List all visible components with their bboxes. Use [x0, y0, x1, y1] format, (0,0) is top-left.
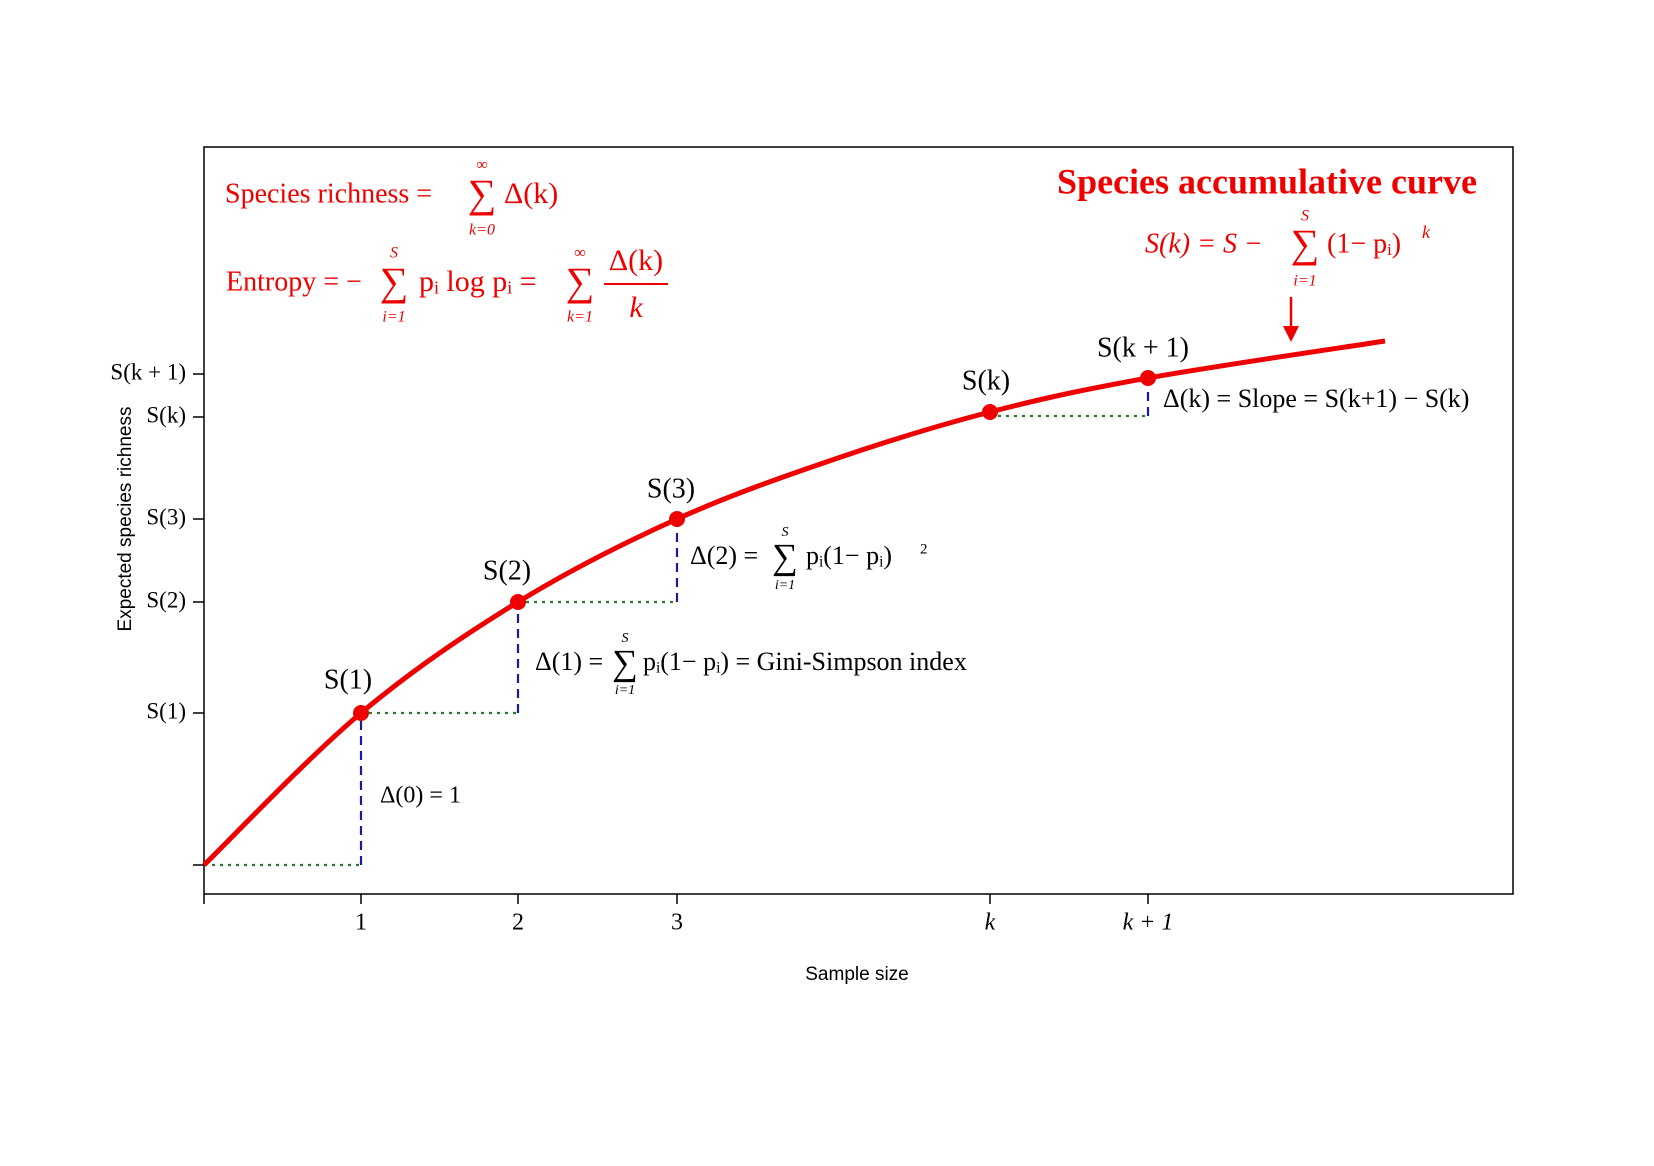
y-tick-label: S(2): [146, 587, 186, 612]
formula-limit: S: [782, 525, 789, 540]
formula-sum: ∑: [1291, 221, 1320, 266]
formula: 2: [920, 541, 928, 557]
point: [510, 594, 526, 610]
x-tick-label: 3: [671, 910, 683, 936]
point-label: S(k): [962, 365, 1010, 396]
y-tick-label: S(k + 1): [110, 359, 186, 384]
curve-points: [353, 370, 1156, 721]
arrow-head: [1283, 326, 1299, 342]
x-axis-label: Sample size: [805, 964, 909, 985]
formula-sum: ∑: [566, 259, 595, 304]
y-tick-label: S(k): [146, 402, 186, 427]
title: Species accumulative curve: [1057, 161, 1477, 201]
formula-limit: k=1: [567, 309, 593, 326]
formula-sum: ∑: [772, 536, 798, 576]
formula: Δ(k): [609, 244, 663, 277]
formula: k: [1422, 222, 1431, 242]
formula: S(k) = S −: [1145, 228, 1263, 259]
formula: Δ(2) =: [690, 541, 758, 570]
x-tick-label: k: [985, 910, 996, 936]
formula: pᵢ(1− pᵢ) = Gini-Simpson index: [643, 647, 967, 676]
formula: Entropy = −: [226, 266, 362, 297]
formula-sum: ∑: [612, 642, 638, 682]
formula-limit: S: [390, 245, 398, 262]
plot-frame: [203, 146, 1514, 895]
point-label: S(k + 1): [1097, 332, 1189, 363]
guides: [204, 378, 1150, 867]
formula: Δ(k): [504, 177, 558, 210]
formula-sum: ∑: [380, 259, 409, 304]
formula-sum: ∑: [468, 171, 497, 216]
formula: (1− pᵢ): [1327, 228, 1401, 259]
formula: Δ(k) = Slope = S(k+1) − S(k): [1163, 384, 1469, 413]
formula: pᵢ log pᵢ =: [419, 265, 537, 298]
y-tick-label: S(3): [146, 504, 186, 529]
formula-limit: ∞: [476, 157, 487, 174]
point: [353, 705, 369, 721]
point-label: S(1): [324, 664, 372, 695]
formula-limit: k=0: [469, 222, 495, 239]
formula-limit: S: [1301, 208, 1309, 225]
formula: k: [629, 291, 643, 324]
point: [669, 511, 685, 527]
labels: Sample size Expected species richness 1 2 3 k…: [110, 157, 1477, 985]
formula-limit: ∞: [574, 245, 585, 262]
x-tick-label: 2: [512, 910, 524, 936]
point: [1140, 370, 1156, 386]
formula-limit: i=1: [615, 683, 635, 698]
x-tick-label: k + 1: [1123, 910, 1174, 936]
point-label: S(3): [647, 473, 695, 504]
formula-limit: i=1: [382, 309, 405, 326]
point: [982, 404, 998, 420]
formula-limit: i=1: [775, 578, 795, 593]
point-label: S(2): [483, 555, 531, 586]
formula: Species richness =: [225, 178, 432, 209]
formula: pᵢ(1− pᵢ): [806, 541, 892, 570]
formula-limit: S: [622, 631, 629, 646]
y-axis-label: Expected species richness: [115, 407, 136, 632]
formula: Δ(1) =: [535, 647, 603, 676]
y-tick-label: S(1): [146, 698, 186, 723]
formula-limit: i=1: [1293, 273, 1316, 290]
formula: Δ(0) = 1: [380, 783, 461, 809]
x-tick-label: 1: [355, 910, 367, 936]
